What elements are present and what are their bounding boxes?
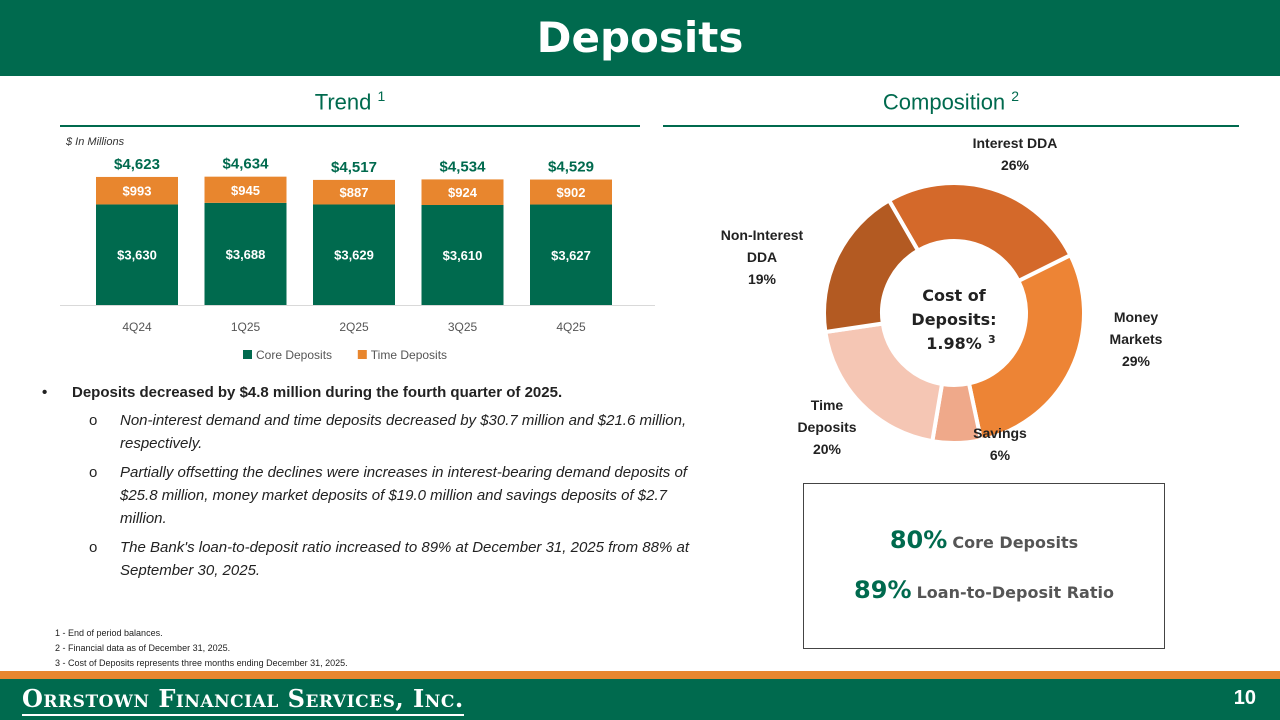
slice-label: 6% [990,447,1011,463]
time-value-label: $924 [448,185,478,200]
composition-title: Composition 2 [663,88,1239,115]
kpi-loan-to-deposit: 89% Loan-to-Deposit Ratio [804,576,1164,604]
kpi-core-deposits: 80% Core Deposits [804,526,1164,554]
center-label-sup: 3 [988,333,996,346]
legend-swatch [357,350,367,359]
bar-core-deposits [313,204,395,305]
bullet-main: • Deposits decreased by $4.8 million dur… [42,384,692,401]
trend-title: Trend 1 [60,88,640,115]
slice-label: Time [811,397,844,413]
bar-time-deposits [313,179,395,205]
footer-bar: Orrstown Financial Services, Inc. 10 [0,679,1280,720]
center-label: Cost of [922,286,986,305]
slice-label: 20% [813,441,842,457]
time-value-label: $993 [123,184,152,199]
slice-label: 26% [1001,157,1030,173]
units-label: $ In Millions [66,136,125,148]
total-label: $4,517 [331,159,377,176]
slice-label: Non-Interest [721,227,804,243]
sub-bullet-text: The Bank's loan-to-deposit ratio increas… [120,539,690,579]
trend-title-sup: 1 [377,88,386,104]
footnote: 3 - Cost of Deposits represents three mo… [55,658,348,668]
bar-core-deposits [96,204,178,305]
kpi-value: 89% [854,576,912,604]
core-value-label: $3,688 [226,247,266,262]
core-value-label: $3,610 [443,248,483,263]
bar-core-deposits [421,205,504,305]
donut-slice [886,181,1074,284]
time-value-label: $902 [557,185,586,200]
core-value-label: $3,629 [334,248,374,263]
x-tick-label: 4Q25 [556,320,586,334]
page-title: Deposits [536,13,744,62]
bar-core-deposits [204,202,287,305]
total-label: $4,623 [114,156,160,173]
legend-swatch [243,350,252,359]
core-value-label: $3,630 [117,248,157,263]
company-logo: Orrstown Financial Services, Inc. [22,684,464,716]
legend-label: Core Deposits [256,348,332,362]
kpi-value: 80% [889,526,948,554]
bar-time-deposits [530,179,612,205]
sub-bullet: o Partially offsetting the declines were… [42,461,692,530]
footer-stripe [0,671,1280,679]
slice-label: Money [1114,309,1159,325]
donut-slice [822,197,921,335]
sub-bullet-text: Partially offsetting the declines were i… [120,464,687,527]
bar-core-deposits [530,204,612,305]
center-label: 1.98% [926,334,982,353]
sub-bullet-text: Non-interest demand and time deposits de… [120,412,687,452]
kpi-box: 80% Core Deposits 89% Loan-to-Deposit Ra… [803,483,1165,649]
slice-label: Interest DDA [973,135,1058,151]
x-tick-label: 4Q24 [122,320,152,334]
total-label: $4,534 [440,158,487,175]
sub-bullet-marker: o [89,412,98,429]
bar-time-deposits [204,176,287,203]
deposits-trend-chart: $3,630 $993 $4,623 4Q24 $3,688 $945 $4,634 1Q25… [60,156,655,362]
slice-label: Markets [1110,331,1163,347]
slice-label: Savings [973,425,1027,441]
total-label: $4,634 [223,156,270,173]
commentary: • Deposits decreased by $4.8 million dur… [42,384,692,588]
bar-time-deposits [421,179,504,206]
header-bar: Deposits [0,0,1280,76]
page-number: 10 [1233,687,1256,709]
sub-bullet: o The Bank's loan-to-deposit ratio incre… [42,536,692,582]
time-value-label: $887 [340,185,369,200]
composition-rule [663,125,1239,127]
bullet-dot: • [42,384,48,401]
deposits-composition-chart: Cost of Deposits: 1.98% 3 Interest DDA 26% Mon… [721,135,1163,463]
x-tick-label: 2Q25 [339,320,369,334]
trend-rule [60,125,640,127]
footnote: 2 - Financial data as of December 31, 20… [55,643,231,653]
sub-bullet: o Non-interest demand and time deposits … [42,409,692,455]
slice-label: 29% [1122,353,1151,369]
trend-title-text: Trend [314,89,372,115]
sub-bullet-marker: o [89,539,98,556]
time-value-label: $945 [231,183,260,198]
donut-slice [966,252,1086,443]
total-label: $4,529 [548,159,594,176]
sub-bullet-marker: o [89,464,98,481]
bar-time-deposits [96,176,178,205]
center-label: Deposits: [911,310,996,329]
core-value-label: $3,627 [551,248,591,263]
slice-label: DDA [747,249,777,265]
bullet-main-text: Deposits decreased by $4.8 million durin… [72,384,563,401]
legend-label: Time Deposits [371,348,447,362]
donut-slice [823,321,945,444]
slice-label: 19% [748,271,777,287]
composition-title-sup: 2 [1011,88,1020,104]
footnote: 1 - End of period balances. [55,628,163,638]
x-tick-label: 1Q25 [231,320,261,334]
composition-title-text: Composition [882,89,1006,115]
footnotes: 1 - End of period balances. 2 - Financia… [55,626,348,671]
kpi-label: Loan-to-Deposit Ratio [916,583,1114,602]
slice-label: Deposits [797,419,856,435]
x-tick-label: 3Q25 [448,320,478,334]
kpi-label: Core Deposits [952,533,1079,552]
